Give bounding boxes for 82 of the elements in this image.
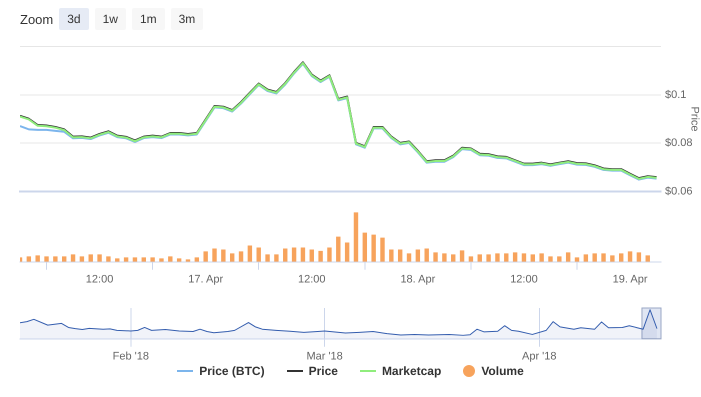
- x-tick-label: Feb '18: [112, 350, 149, 362]
- bar: [478, 254, 482, 262]
- bar: [318, 250, 323, 262]
- text: 1m: [132, 8, 165, 30]
- legend-label: Price (BTC): [199, 364, 265, 378]
- bar: [398, 249, 402, 262]
- bar: [468, 256, 474, 262]
- bar: [460, 250, 464, 262]
- bar: [530, 254, 536, 262]
- bar: [26, 256, 32, 262]
- bar: [310, 249, 314, 262]
- bar: [53, 256, 58, 262]
- bar: [97, 254, 102, 262]
- bar: [646, 255, 650, 262]
- bar: [327, 247, 332, 262]
- bar: [300, 247, 306, 262]
- bar: [203, 251, 208, 262]
- bar: [619, 253, 624, 262]
- bar: [168, 256, 173, 262]
- bar: [292, 247, 296, 262]
- x-tick-label: 18. Apr: [400, 273, 436, 286]
- bar: [344, 242, 350, 262]
- bar: [274, 254, 279, 262]
- text: Zoom: [20, 12, 54, 26]
- bar: [150, 257, 155, 262]
- bar: [592, 253, 597, 262]
- bar: [486, 254, 491, 262]
- bar: [62, 256, 66, 262]
- x-tick-label: Mar '18: [306, 350, 343, 362]
- bar: [80, 256, 84, 262]
- y-axis-title: Price: [688, 106, 700, 132]
- bar: [106, 256, 111, 262]
- y-tick-label: $0.08: [665, 137, 693, 150]
- bar: [88, 254, 93, 262]
- bar: [380, 238, 385, 262]
- bar: [628, 251, 632, 262]
- bar: [362, 232, 368, 262]
- bar: [389, 249, 394, 262]
- text: 3d: [59, 8, 89, 30]
- bar: [451, 254, 456, 262]
- bar: [371, 234, 376, 262]
- bar: [336, 236, 340, 262]
- bar: [495, 253, 500, 262]
- bar: [504, 253, 508, 262]
- x-tick-label: Apr '18: [522, 350, 557, 362]
- legend-label: Marketcap: [382, 364, 442, 378]
- bar: [265, 254, 270, 262]
- bar: [230, 253, 234, 262]
- bar: [256, 247, 261, 262]
- bar: [557, 256, 562, 262]
- x-tick-label: 17. Apr: [188, 273, 224, 286]
- x-tick-label: 19. Apr: [612, 273, 648, 286]
- bar: [70, 254, 76, 262]
- bar: [442, 253, 447, 262]
- bar: [248, 245, 252, 262]
- text: 3m: [170, 8, 204, 30]
- bar: [566, 252, 570, 262]
- legend-label: Volume: [481, 364, 524, 378]
- bar: [433, 252, 438, 262]
- bar: [416, 249, 420, 262]
- x-tick-label: 12:00: [510, 273, 538, 286]
- text: 1w: [94, 8, 126, 30]
- bar: [522, 253, 526, 262]
- y-tick-label: $0.1: [665, 88, 686, 101]
- x-tick-label: 12:00: [86, 273, 114, 286]
- bar: [354, 212, 358, 262]
- bar: [142, 257, 146, 262]
- bar: [610, 255, 615, 262]
- bar: [424, 248, 429, 262]
- bar: [124, 257, 128, 262]
- bar: [221, 249, 226, 262]
- bar: [584, 254, 588, 262]
- bar: [283, 248, 288, 262]
- x-tick-label: 12:00: [298, 273, 326, 286]
- bar: [512, 252, 518, 262]
- bar: [194, 257, 200, 262]
- bar: [636, 252, 642, 262]
- y-tick-label: $0.06: [665, 185, 693, 198]
- bar: [132, 257, 138, 262]
- bar: [539, 253, 544, 262]
- bar: [35, 255, 40, 262]
- legend-label: Price: [308, 364, 338, 378]
